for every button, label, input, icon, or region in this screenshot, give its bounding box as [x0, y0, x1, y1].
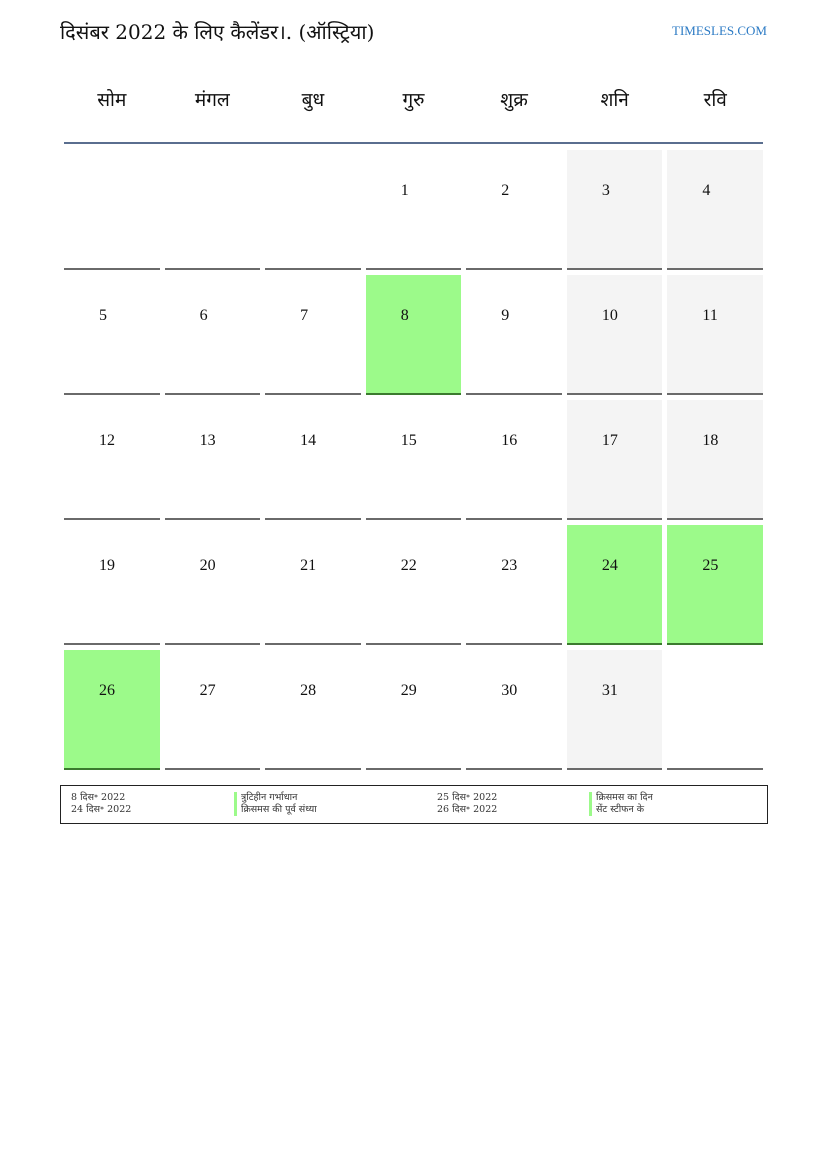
day-cell[interactable]: 25 — [667, 525, 763, 645]
weekday-wed: बुध — [301, 89, 325, 111]
day-number: 11 — [702, 307, 718, 324]
day-number: 10 — [601, 307, 618, 324]
day-cell[interactable]: 30 — [466, 650, 562, 770]
day-cell[interactable]: 22 — [365, 525, 462, 645]
day-cell[interactable]: 28 — [265, 650, 361, 770]
day-cell[interactable]: 27 — [164, 650, 261, 770]
day-number: 2 — [501, 182, 510, 199]
day-number: 18 — [702, 432, 719, 449]
legend-dates-col1: 8 दिस॰ 2022 24 दिस॰ 2022 — [71, 792, 131, 816]
day-number: 3 — [601, 182, 610, 199]
day-number: 4 — [702, 182, 711, 199]
day-cell[interactable]: 8 — [365, 275, 462, 395]
holiday-legend: 8 दिस॰ 2022 24 दिस॰ 2022 त्रुटिहीन गर्भा… — [60, 785, 768, 824]
legend-name: सेंट स्टीफन के — [596, 804, 645, 815]
empty-day-cell — [265, 150, 361, 270]
day-cell[interactable]: 18 — [667, 400, 763, 520]
weekday-tue: मंगल — [194, 89, 230, 111]
day-cell[interactable]: 16 — [466, 400, 562, 520]
day-number: 7 — [300, 307, 309, 324]
empty-day-cell — [667, 650, 763, 770]
day-number: 14 — [300, 432, 317, 449]
day-cell[interactable]: 29 — [365, 650, 462, 770]
day-number: 30 — [501, 682, 518, 699]
day-number: 16 — [501, 432, 518, 449]
day-cell[interactable]: 17 — [566, 400, 663, 520]
header-divider — [64, 142, 763, 144]
legend-date: 24 दिस॰ 2022 — [71, 804, 132, 815]
day-number: 20 — [199, 557, 216, 574]
day-cell[interactable]: 2 — [466, 150, 562, 270]
day-cell[interactable]: 12 — [64, 400, 160, 520]
legend-dates-col2: 25 दिस॰ 2022 26 दिस॰ 2022 — [437, 792, 497, 816]
day-cell[interactable]: 11 — [667, 275, 763, 395]
site-link[interactable]: TIMESLES.COM — [672, 23, 767, 38]
legend-date: 8 दिस॰ 2022 — [71, 792, 126, 803]
day-number: 21 — [300, 557, 317, 574]
day-number: 6 — [199, 307, 208, 324]
legend-date: 25 दिस॰ 2022 — [437, 792, 498, 803]
day-number: 19 — [99, 557, 115, 574]
legend-names-col2: क्रिसमस का दिन सेंट स्टीफन के — [589, 792, 653, 816]
day-cell[interactable]: 15 — [365, 400, 462, 520]
calendar-grid: 1 2 3 4 5 6 7 8 9 10 11 12 13 14 15 16 17 18 19 20 21 22 23 24 2… — [64, 150, 763, 770]
day-number: 31 — [601, 682, 618, 699]
weekday-fri: शुक्र — [500, 89, 528, 111]
legend-date: 26 दिस॰ 2022 — [437, 804, 498, 815]
empty-day-cell — [164, 150, 261, 270]
day-number: 25 — [702, 557, 719, 574]
day-number: 27 — [199, 682, 216, 699]
day-cell[interactable]: 21 — [265, 525, 361, 645]
weekday-header: सोम मंगल बुध गुरु शुक्र शनि रवि — [64, 86, 763, 112]
day-cell[interactable]: 19 — [64, 525, 160, 645]
day-cell[interactable]: 23 — [466, 525, 562, 645]
day-number: 29 — [400, 682, 417, 699]
day-number: 12 — [99, 432, 115, 449]
day-number: 26 — [99, 682, 115, 699]
day-number: 22 — [400, 557, 417, 574]
day-cell[interactable]: 10 — [566, 275, 663, 395]
day-cell[interactable]: 4 — [667, 150, 763, 270]
legend-name: त्रुटिहीन गर्भाधान — [241, 792, 298, 803]
weekday-thu: गुरु — [402, 89, 425, 111]
day-number: 1 — [400, 182, 409, 199]
weekday-mon: सोम — [97, 89, 127, 111]
page-title: दिसंबर 2022 के लिए कैलेंडर।. (ऑस्ट्रिया) — [60, 20, 375, 44]
day-cell[interactable]: 7 — [265, 275, 361, 395]
day-number: 28 — [300, 682, 317, 699]
weekday-sun: रवि — [703, 89, 727, 111]
day-cell[interactable]: 20 — [164, 525, 261, 645]
legend-names-col1: त्रुटिहीन गर्भाधान क्रिसमस की पूर्व संध्… — [234, 792, 317, 816]
day-cell[interactable]: 6 — [164, 275, 261, 395]
day-number: 13 — [199, 432, 216, 449]
day-number: 24 — [601, 557, 618, 574]
legend-name: क्रिसमस का दिन — [596, 792, 653, 803]
day-cell[interactable]: 14 — [265, 400, 361, 520]
day-number: 23 — [501, 557, 518, 574]
day-number: 15 — [400, 432, 417, 449]
day-cell[interactable]: 24 — [566, 525, 663, 645]
day-cell[interactable]: 1 — [365, 150, 462, 270]
day-cell[interactable]: 13 — [164, 400, 261, 520]
day-number: 17 — [601, 432, 618, 449]
empty-day-cell — [64, 150, 160, 270]
day-number: 5 — [99, 307, 107, 324]
legend-name: क्रिसमस की पूर्व संध्या — [241, 804, 317, 815]
day-cell[interactable]: 31 — [566, 650, 663, 770]
day-cell[interactable]: 9 — [466, 275, 562, 395]
day-cell[interactable]: 3 — [566, 150, 663, 270]
day-number: 9 — [501, 307, 510, 324]
weekday-sat: शनि — [600, 89, 629, 111]
day-cell[interactable]: 26 — [64, 650, 160, 770]
day-cell[interactable]: 5 — [64, 275, 160, 395]
day-number: 8 — [400, 307, 409, 324]
